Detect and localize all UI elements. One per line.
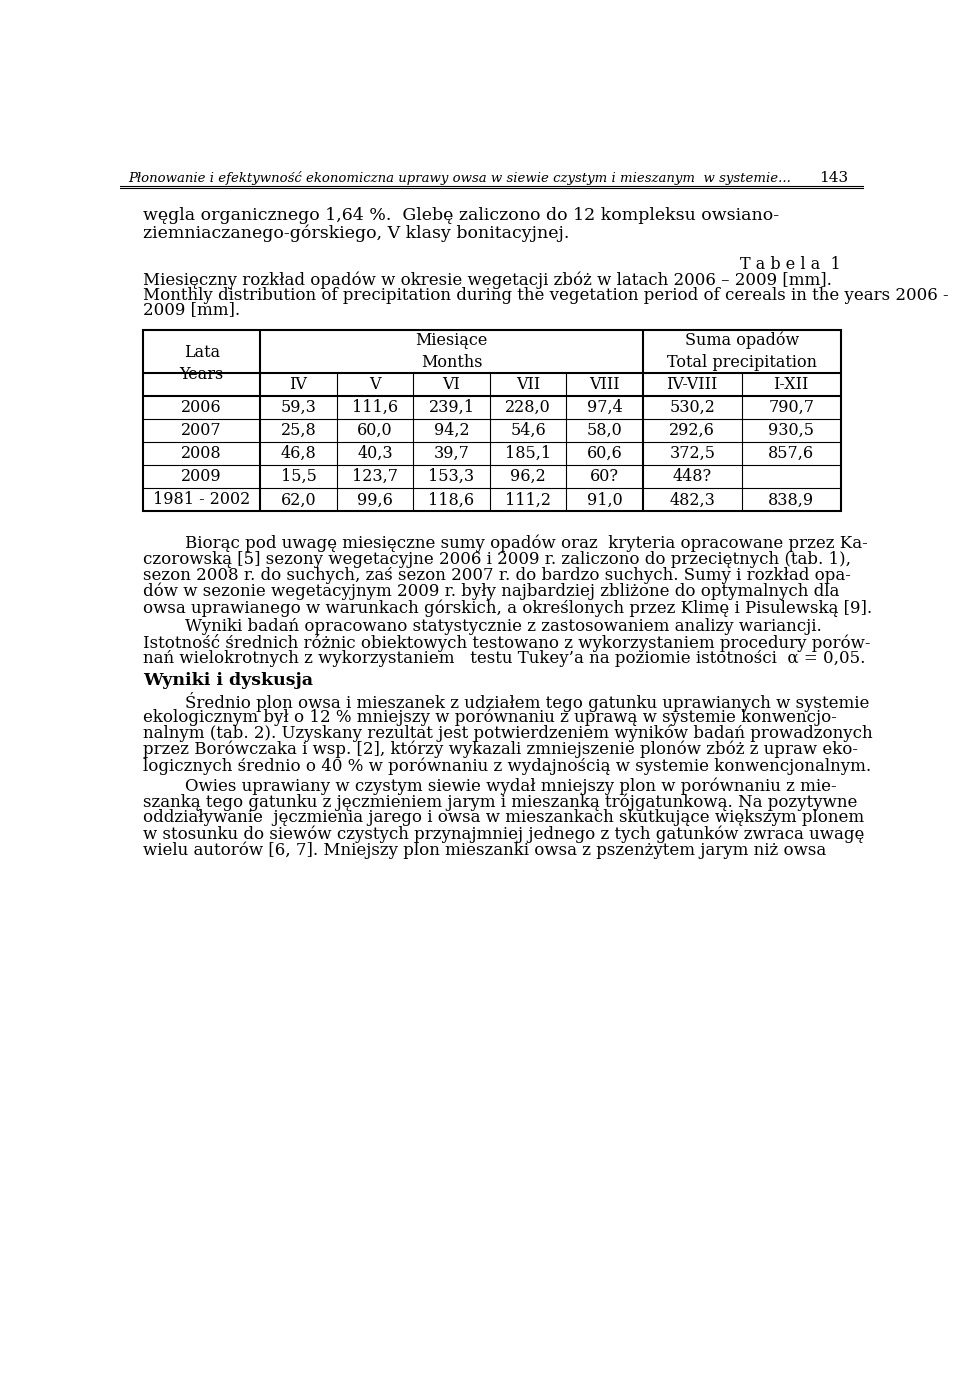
Text: 239,1: 239,1 xyxy=(428,398,474,416)
Text: przez Borówczaka i wsp. [2], którzy wykazali zmniejszenie plonów zbóż z upraw ek: przez Borówczaka i wsp. [2], którzy wyka… xyxy=(143,741,858,758)
Text: V: V xyxy=(370,376,381,393)
Text: Płonowanie i efektywność ekonomiczna uprawy owsa w siewie czystym i mieszanym  w: Płonowanie i efektywność ekonomiczna upr… xyxy=(128,170,791,185)
Text: 60,6: 60,6 xyxy=(587,445,622,462)
Text: Suma opadów
Total precipitation: Suma opadów Total precipitation xyxy=(667,331,817,371)
Text: 143: 143 xyxy=(820,170,849,185)
Text: sezon 2008 r. do suchych, zaś sezon 2007 r. do bardzo suchych. Sumy i rozkład op: sezon 2008 r. do suchych, zaś sezon 2007… xyxy=(143,567,852,584)
Text: 153,3: 153,3 xyxy=(428,469,474,485)
Text: Wyniki i dyskusja: Wyniki i dyskusja xyxy=(143,672,313,690)
Text: węgla organicznego 1,64 %.  Glebę zaliczono do 12 kompleksu owsiano-: węgla organicznego 1,64 %. Glebę zaliczo… xyxy=(143,207,780,224)
Text: Istotność średnich różnic obiektowych testowano z wykorzystaniem procedury porów: Istotność średnich różnic obiektowych te… xyxy=(143,633,871,651)
Text: Średnio plon owsa i mieszanek z udziałem tego gatunku uprawianych w systemie: Średnio plon owsa i mieszanek z udziałem… xyxy=(143,692,870,712)
Text: 2009: 2009 xyxy=(181,469,222,485)
Text: 228,0: 228,0 xyxy=(505,398,551,416)
Text: 482,3: 482,3 xyxy=(669,492,715,508)
Text: 97,4: 97,4 xyxy=(587,398,622,416)
Text: Miesięczny rozkład opadów w okresie wegetacji zbóż w latach 2006 – 2009 [mm].: Miesięczny rozkład opadów w okresie wege… xyxy=(143,271,832,289)
Text: nalnym (tab. 2). Uzyskany rezultat jest potwierdzeniem wyników badań prowadzonyc: nalnym (tab. 2). Uzyskany rezultat jest … xyxy=(143,724,873,742)
Text: oddziaływanie  jęczmienia jarego i owsa w mieszankach skutkujące większym plonem: oddziaływanie jęczmienia jarego i owsa w… xyxy=(143,809,864,826)
Text: Biorąc pod uwagę miesięczne sumy opadów oraz  kryteria opracowane przez Ka-: Biorąc pod uwagę miesięczne sumy opadów … xyxy=(143,534,868,552)
Text: 930,5: 930,5 xyxy=(768,422,814,440)
Text: 123,7: 123,7 xyxy=(352,469,398,485)
Text: 2008: 2008 xyxy=(181,445,222,462)
Text: ziemniaczanego-górskiego, V klasy bonitacyjnej.: ziemniaczanego-górskiego, V klasy bonita… xyxy=(143,224,569,242)
Text: 372,5: 372,5 xyxy=(669,445,715,462)
Text: I-XII: I-XII xyxy=(774,376,809,393)
Text: ekologicznym był o 12 % mniejszy w porównaniu z uprawą w systemie konwencjo-: ekologicznym był o 12 % mniejszy w porów… xyxy=(143,709,837,725)
Text: 62,0: 62,0 xyxy=(280,492,316,508)
Text: VIII: VIII xyxy=(589,376,620,393)
Text: 40,3: 40,3 xyxy=(357,445,393,462)
Text: 1981 - 2002: 1981 - 2002 xyxy=(154,492,251,508)
Text: 857,6: 857,6 xyxy=(768,445,814,462)
Text: dów w sezonie wegetacyjnym 2009 r. były najbardziej zbliżone do optymalnych dla: dów w sezonie wegetacyjnym 2009 r. były … xyxy=(143,583,840,600)
Bar xyxy=(143,330,841,511)
Text: w stosunku do siewów czystych przynajmniej jednego z tych gatunków zwraca uwagę: w stosunku do siewów czystych przynajmni… xyxy=(143,826,865,844)
Text: 111,6: 111,6 xyxy=(352,398,398,416)
Text: 2006: 2006 xyxy=(181,398,222,416)
Text: owsa uprawianego w warunkach górskich, a określonych przez Klimę i Pisulewską [9: owsa uprawianego w warunkach górskich, a… xyxy=(143,599,873,617)
Text: 60,0: 60,0 xyxy=(357,422,393,440)
Text: 59,3: 59,3 xyxy=(280,398,317,416)
Text: 46,8: 46,8 xyxy=(280,445,317,462)
Text: czorowską [5] sezony wegetacyjne 2006 i 2009 r. zaliczono do przeciętnych (tab. : czorowską [5] sezony wegetacyjne 2006 i … xyxy=(143,551,852,567)
Text: 58,0: 58,0 xyxy=(587,422,622,440)
Text: 111,2: 111,2 xyxy=(505,492,551,508)
Text: 15,5: 15,5 xyxy=(280,469,317,485)
Text: 54,6: 54,6 xyxy=(510,422,546,440)
Text: 530,2: 530,2 xyxy=(669,398,715,416)
Text: 60?: 60? xyxy=(590,469,619,485)
Text: szanką tego gatunku z jęczmieniem jarym i mieszanką trójgatunkową. Na pozytywne: szanką tego gatunku z jęczmieniem jarym … xyxy=(143,793,857,811)
Text: Miesiące
Months: Miesiące Months xyxy=(416,333,488,371)
Text: 25,8: 25,8 xyxy=(280,422,317,440)
Text: 94,2: 94,2 xyxy=(434,422,469,440)
Text: Owies uprawiany w czystym siewie wydał mniejszy plon w porównaniu z mie-: Owies uprawiany w czystym siewie wydał m… xyxy=(143,778,837,794)
Text: 2007: 2007 xyxy=(181,422,222,440)
Text: logicznych średnio o 40 % w porównaniu z wydajnością w systemie konwencjonalnym.: logicznych średnio o 40 % w porównaniu z… xyxy=(143,757,872,775)
Text: 292,6: 292,6 xyxy=(669,422,715,440)
Text: Lata
Years: Lata Years xyxy=(180,344,224,383)
Text: 96,2: 96,2 xyxy=(510,469,546,485)
Text: IV: IV xyxy=(290,376,307,393)
Text: 185,1: 185,1 xyxy=(505,445,551,462)
Text: T a b e l a  1: T a b e l a 1 xyxy=(740,256,841,273)
Text: 99,6: 99,6 xyxy=(357,492,393,508)
Text: VII: VII xyxy=(516,376,540,393)
Text: IV-VIII: IV-VIII xyxy=(666,376,718,393)
Text: 39,7: 39,7 xyxy=(434,445,469,462)
Text: VI: VI xyxy=(443,376,461,393)
Text: 2009 [mm].: 2009 [mm]. xyxy=(143,301,240,319)
Text: 838,9: 838,9 xyxy=(768,492,814,508)
Text: 118,6: 118,6 xyxy=(428,492,474,508)
Text: Wyniki badań opracowano statystycznie z zastosowaniem analizy wariancji.: Wyniki badań opracowano statystycznie z … xyxy=(143,618,822,635)
Text: nań wielokrotnych z wykorzystaniem   testu Tukey’a na poziomie istotności  α = 0: nań wielokrotnych z wykorzystaniem testu… xyxy=(143,650,866,666)
Text: Monthly distribution of precipitation during the vegetation period of cereals in: Monthly distribution of precipitation du… xyxy=(143,287,948,304)
Text: 790,7: 790,7 xyxy=(768,398,814,416)
Text: wielu autorów [6, 7]. Mniejszy plon mieszanki owsa z pszenżytem jarym niż owsa: wielu autorów [6, 7]. Mniejszy plon mies… xyxy=(143,842,827,859)
Text: 448?: 448? xyxy=(673,469,711,485)
Text: 91,0: 91,0 xyxy=(587,492,622,508)
